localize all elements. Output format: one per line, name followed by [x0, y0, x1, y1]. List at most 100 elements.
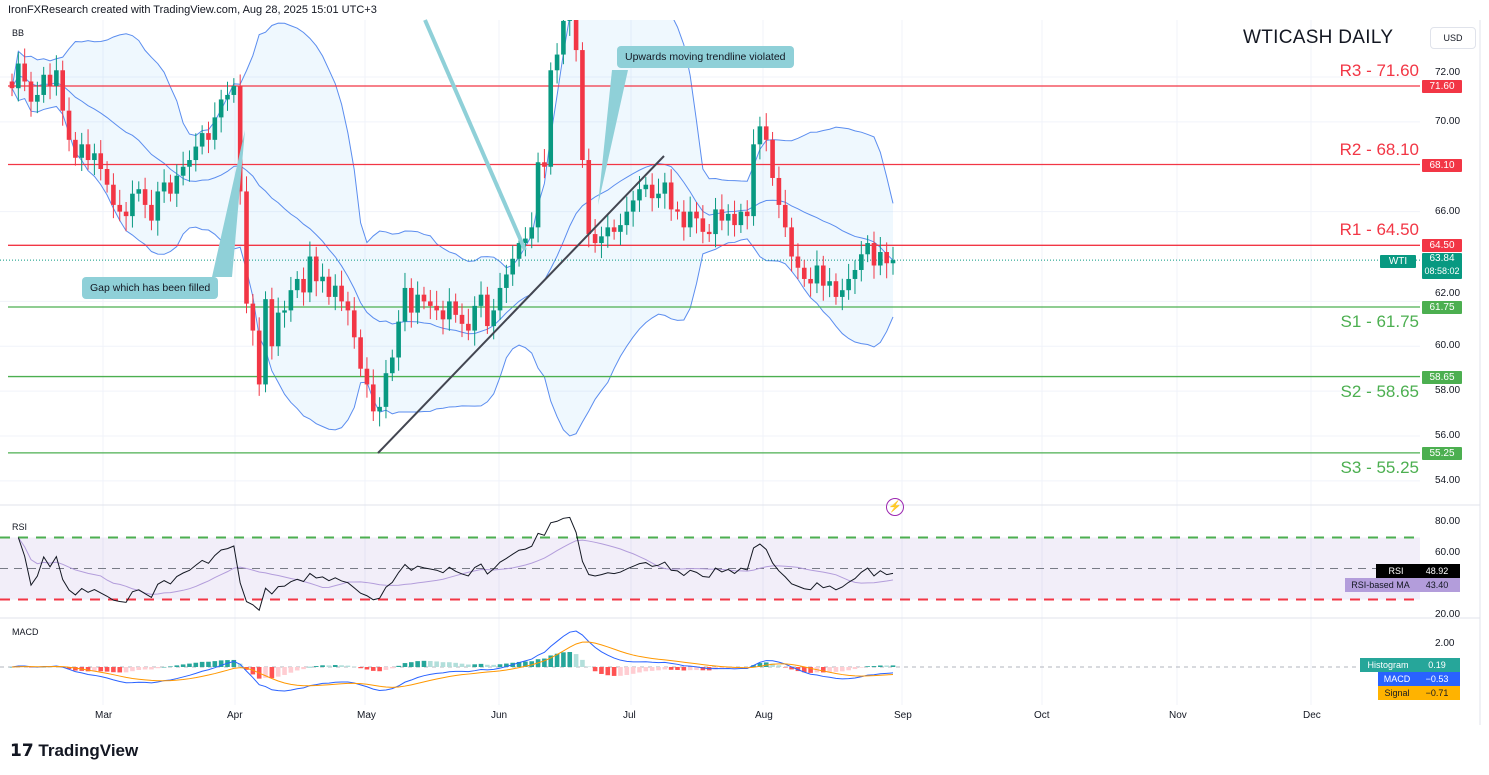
month-tick: Aug — [755, 710, 773, 721]
candle-body — [624, 211, 630, 226]
candle-body — [478, 294, 484, 306]
month-tick: Dec — [1303, 710, 1321, 721]
tradingview-logo[interactable]: 𝟭𝟳 TradingView — [10, 741, 138, 761]
histogram-bar — [98, 667, 104, 672]
candle-body — [193, 146, 199, 161]
candle-body — [136, 189, 142, 194]
histogram-bar — [523, 661, 528, 667]
macd-label[interactable]: MACD — [12, 627, 39, 637]
candle-body — [421, 294, 427, 302]
level-label-s2: S2 - 58.65 — [1340, 381, 1419, 401]
candle-body — [326, 276, 332, 297]
candle-body — [529, 227, 535, 239]
candle-body — [142, 189, 148, 205]
candle-body — [225, 94, 230, 100]
histogram-bar — [592, 667, 598, 672]
chart-header: IronFXResearch created with TradingView.… — [8, 4, 377, 16]
candle-body — [453, 301, 458, 315]
candle-body — [73, 139, 78, 158]
macd-line — [11, 630, 894, 692]
bb-fill — [12, 20, 893, 436]
histogram-bar — [187, 663, 192, 667]
candle-body — [871, 243, 877, 266]
month-tick: Mar — [95, 710, 113, 721]
histogram-bar — [396, 665, 401, 667]
candle-body — [548, 70, 554, 167]
rsi-tick: 20.00 — [1435, 609, 1461, 620]
currency-button[interactable]: USD — [1430, 27, 1476, 49]
histogram-bar — [275, 667, 281, 677]
candle-body — [92, 153, 97, 161]
histogram-bar — [73, 667, 78, 671]
candle-body — [256, 330, 262, 385]
histogram-bar — [174, 665, 180, 667]
level-tag-r1: 64.50 — [1422, 239, 1462, 253]
candle-body — [485, 294, 490, 327]
candle-body — [250, 303, 256, 331]
histogram-bar — [66, 667, 72, 670]
bb-lower — [11, 87, 894, 437]
lightning-icon[interactable]: ⚡ — [886, 498, 904, 516]
candle-body — [719, 209, 725, 221]
rsi-tick: 60.00 — [1435, 547, 1461, 558]
candle-body — [440, 310, 446, 320]
histogram-bar — [351, 666, 357, 668]
candle-body — [117, 204, 123, 212]
histogram-bar — [123, 667, 129, 673]
gap-annotation[interactable]: Gap which has been filled — [82, 277, 219, 299]
gap-callout-pointer — [212, 130, 245, 277]
histogram-bar — [339, 665, 344, 667]
histogram-bar — [662, 667, 668, 670]
candle-body — [288, 290, 294, 311]
histogram-bar — [92, 667, 97, 672]
histogram-bar — [516, 661, 522, 667]
price-tick: 72.00 — [1435, 66, 1461, 78]
last-price-tag: 63.84 08:58:02 — [1422, 253, 1462, 279]
histogram-bar — [675, 667, 680, 670]
macd-readout-label: MACD — [1378, 672, 1416, 686]
histogram-bar — [155, 667, 161, 669]
macd-readout-value: −0.53 — [1414, 672, 1460, 686]
histogram-bar — [453, 662, 458, 667]
candle-body — [884, 252, 889, 264]
histogram-bar — [472, 664, 477, 667]
histogram-bar — [85, 667, 91, 672]
candle-body — [263, 299, 268, 385]
rsi-pane — [0, 516, 1420, 612]
histogram-bar — [580, 659, 585, 667]
candle-body — [700, 218, 706, 232]
month-tick: Jun — [491, 710, 508, 721]
bb-label[interactable]: BB — [12, 28, 25, 38]
candle-body — [54, 70, 59, 86]
level-label-s3: S3 - 55.25 — [1340, 457, 1419, 477]
histogram-bar — [263, 667, 268, 678]
candle-body — [389, 357, 395, 374]
candle-body — [497, 287, 503, 311]
histogram-bar — [9, 667, 15, 668]
candle-body — [814, 265, 820, 284]
countdown: 08:58:02 — [1424, 266, 1460, 276]
price-tick: 54.00 — [1435, 474, 1461, 486]
candle-body — [218, 99, 224, 118]
candle-body — [377, 406, 382, 412]
candle-body — [472, 305, 477, 331]
candle-body — [630, 200, 636, 212]
candle-body — [668, 182, 674, 210]
candle-body — [561, 20, 566, 55]
histogram-bar — [630, 667, 636, 674]
candle-body — [586, 160, 592, 235]
candle-body — [130, 193, 135, 217]
rsi-readout-label: RSI — [1376, 564, 1416, 578]
candle-body — [231, 85, 237, 95]
rsi-label[interactable]: RSI — [12, 522, 28, 532]
histogram-bar — [485, 664, 490, 667]
candle-body — [763, 126, 769, 140]
candle-body — [41, 74, 46, 95]
candle-body — [111, 184, 116, 205]
histogram-bar — [890, 665, 896, 667]
macd-pane — [0, 630, 1420, 692]
trendline-annotation[interactable]: Upwards moving trendline violated — [617, 46, 794, 68]
level-label-s1: S1 - 61.75 — [1340, 312, 1419, 331]
candle-body — [149, 204, 154, 221]
